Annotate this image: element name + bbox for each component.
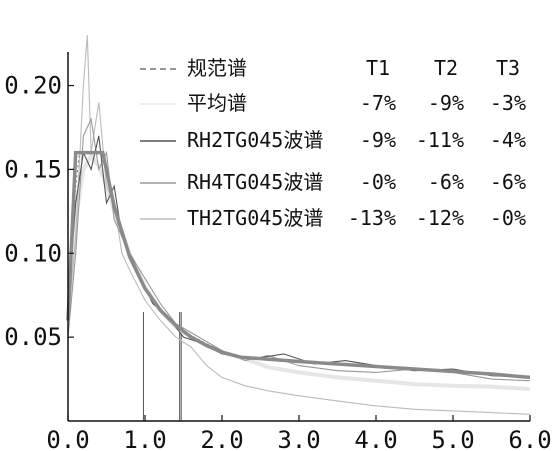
legend-series-name: 平均谱 <box>187 91 247 115</box>
legend-value: -0% <box>490 206 526 230</box>
target-spectrum-line <box>66 150 531 380</box>
legend-column-header: T3 <box>496 56 520 80</box>
legend-series-name: TH2TG045波谱 <box>187 206 323 230</box>
y-tick-label: 0.20 <box>4 72 62 100</box>
y-tick-label: 0.10 <box>4 239 62 267</box>
legend-series-name: RH4TG045波谱 <box>187 170 323 194</box>
legend-column-header: T1 <box>366 56 390 80</box>
x-tick-label: 6.0 <box>508 426 551 451</box>
legend-value: -4% <box>490 128 526 152</box>
x-tick-label: 0.0 <box>46 426 89 451</box>
legend-value: -3% <box>490 91 526 115</box>
x-tick-label: 5.0 <box>431 426 474 451</box>
x-tick-label: 2.0 <box>200 426 243 451</box>
y-tick-label: 0.05 <box>4 323 62 351</box>
legend-value: -12% <box>416 206 464 230</box>
x-tick-label: 3.0 <box>277 426 320 451</box>
x-tick-label: 4.0 <box>354 426 397 451</box>
legend-value: -9% <box>428 91 464 115</box>
legend-value: -6% <box>490 170 526 194</box>
x-tick-label: 1.0 <box>123 426 166 451</box>
legend-value: -13% <box>348 206 396 230</box>
legend-series-name: 规范谱 <box>187 56 247 80</box>
legend-column-header: T2 <box>434 56 458 80</box>
legend-value: -11% <box>416 128 464 152</box>
legend-value: -7% <box>360 91 396 115</box>
legend-value: -9% <box>360 128 396 152</box>
y-tick-label: 0.15 <box>4 155 62 183</box>
series-line-3 <box>67 117 531 382</box>
legend-series-name: RH2TG045波谱 <box>187 128 323 152</box>
legend-value: -6% <box>428 170 464 194</box>
legend-value: -0% <box>360 170 396 194</box>
